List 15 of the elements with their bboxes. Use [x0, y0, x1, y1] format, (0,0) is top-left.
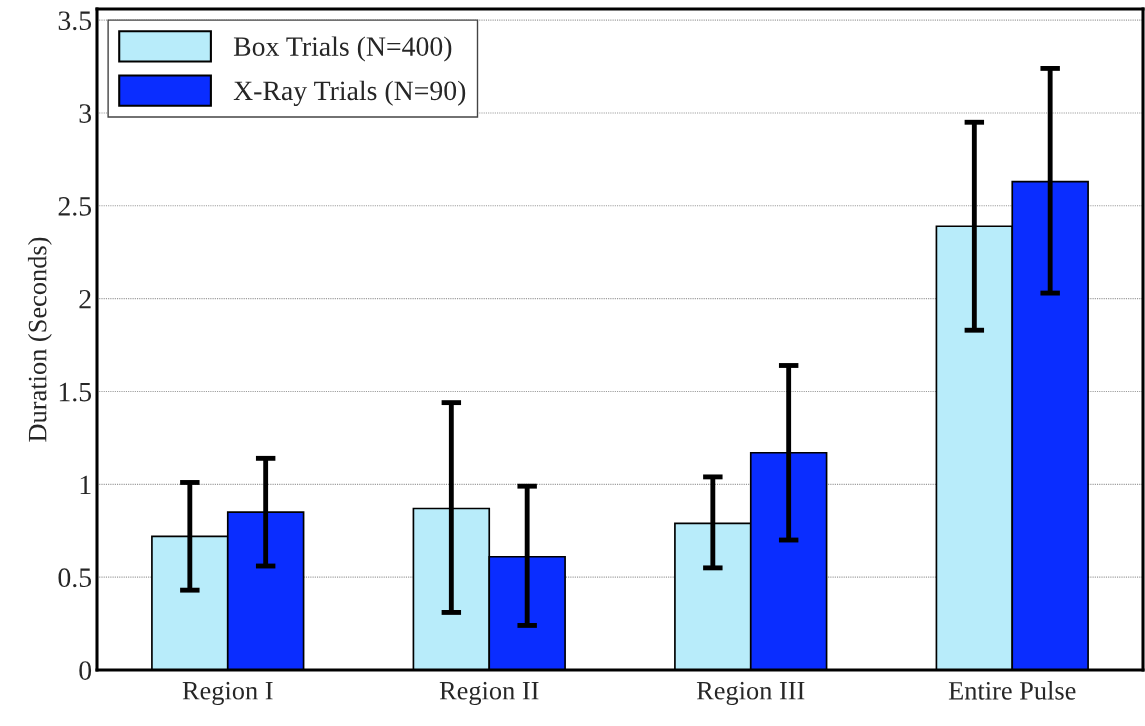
y-tick-label: 0	[79, 661, 92, 680]
legend-label: X-Ray Trials (N=90)	[233, 80, 466, 106]
y-tick-label: 0.5	[58, 568, 92, 588]
y-tick-label: 1.5	[59, 382, 92, 402]
y-axis-title: Duration (Seconds)	[27, 237, 52, 442]
y-tick-label: 1	[80, 475, 91, 494]
y-tick-label: 3.5	[58, 11, 92, 31]
y-tick-label: 2	[79, 289, 91, 309]
legend-label: Box Trials (N=400)	[233, 36, 452, 62]
x-tick-label: Region III	[696, 681, 805, 706]
x-tick-label: Region II	[439, 681, 539, 706]
y-tick-label: 3	[79, 104, 92, 123]
y-tick-label: 2.5	[58, 197, 92, 216]
x-tick-label: Entire Pulse	[948, 681, 1076, 700]
x-tick-label: Region I	[182, 681, 273, 706]
